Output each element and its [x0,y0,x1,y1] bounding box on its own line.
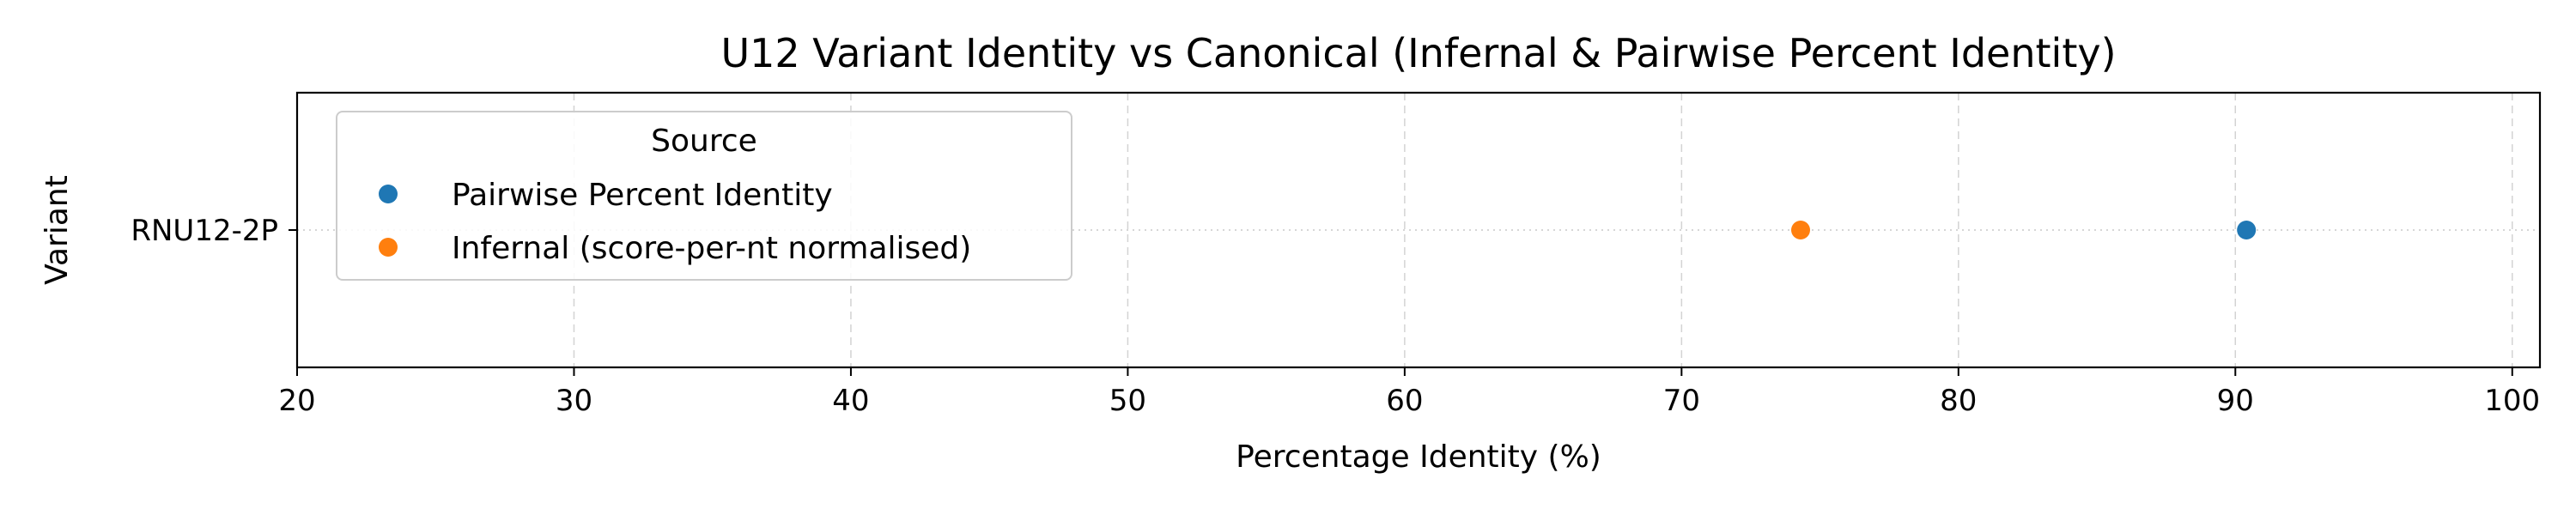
x-tick-label: 80 [1940,384,1977,418]
x-tick-label: 100 [2484,384,2540,418]
legend-marker [379,238,398,257]
chart-title: U12 Variant Identity vs Canonical (Infer… [720,30,2116,76]
legend-frame [336,111,1072,281]
y-axis-ticks: RNU12-2P [131,214,297,248]
x-tick-label: 90 [2217,384,2254,418]
legend-label: Infernal (score-per-nt normalised) [452,231,971,266]
x-tick-label: 50 [1109,384,1146,418]
x-axis-ticks: 20 30 40 50 60 70 80 90 100 [278,367,2540,418]
legend-title: Source [651,124,757,159]
legend-marker [379,185,398,203]
x-tick-label: 70 [1663,384,1700,418]
data-point-series-1 [1791,221,1811,239]
legend-items: Pairwise Percent Identity Infernal (score… [379,178,971,266]
legend-label: Pairwise Percent Identity [452,178,833,213]
x-tick-label: 20 [278,384,315,418]
legend: Source Pairwise Percent Identity Infernal… [336,111,1072,281]
x-axis-label: Percentage Identity (%) [1236,439,1601,475]
y-axis-label: Variant [39,175,75,285]
data-point-series-0 [2237,221,2257,239]
x-tick-label: 40 [832,384,869,418]
x-tick-label: 30 [556,384,592,418]
y-tick-label: RNU12-2P [131,214,278,248]
x-tick-label: 60 [1386,384,1423,418]
data-points [1791,221,2257,239]
